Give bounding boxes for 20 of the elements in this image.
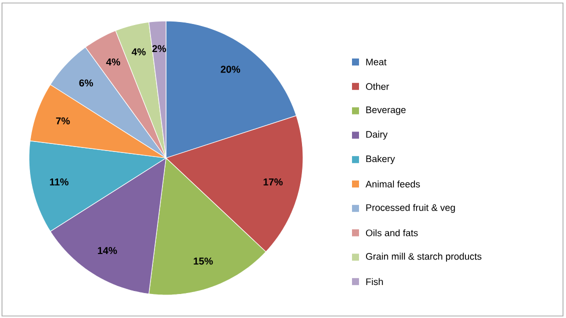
data-label: 20% [220, 66, 240, 73]
data-label: 15% [194, 258, 213, 265]
data-label: 17% [264, 178, 283, 186]
legend-label: Bakery [366, 155, 395, 164]
data-label: 2% [152, 45, 166, 52]
data-label: 6% [79, 79, 94, 86]
legend-label: Processed fruit & veg [366, 204, 455, 213]
data-label: 4% [106, 58, 120, 66]
data-label: 4% [132, 48, 146, 56]
legend-label: Animal feeds [366, 180, 420, 188]
data-label: 11% [50, 178, 68, 186]
legend-label: Oils and fats [366, 229, 418, 236]
legend-label: Grain mill & starch products [366, 252, 482, 262]
legend-label: Other [366, 82, 390, 90]
data-label: 7% [56, 117, 70, 124]
legend-label: Fish [366, 278, 383, 286]
legend-label: Meat [366, 58, 386, 66]
legend-label: Beverage [366, 106, 406, 116]
legend-label: Dairy [366, 130, 388, 140]
data-label: 14% [98, 247, 117, 254]
